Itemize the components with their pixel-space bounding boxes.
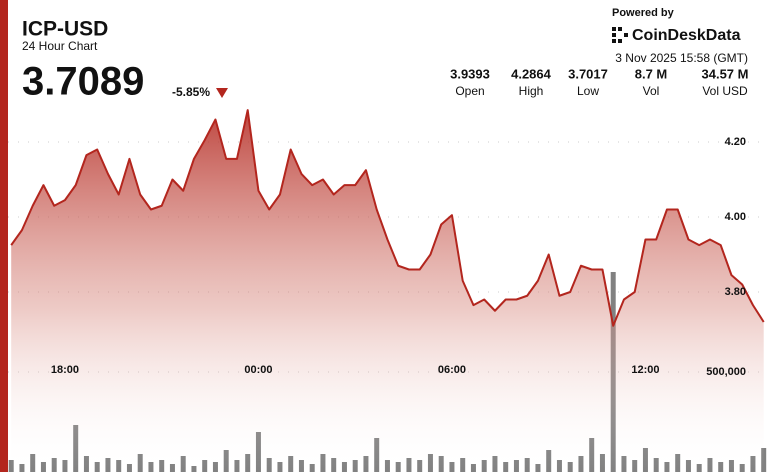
y-tick-label: 3.80	[725, 286, 746, 298]
y-tick-label: 4.00	[725, 211, 746, 223]
y2-tick-label: 500,000	[706, 366, 746, 378]
stat-value: 4.2864	[511, 66, 552, 81]
brand-name: CoinDeskData	[632, 27, 741, 44]
x-tick-label: 18:00	[51, 364, 79, 376]
stat-label: Vol	[643, 84, 660, 98]
chart-subtitle: 24 Hour Chart	[22, 39, 98, 53]
stats: 3.9393 Open 4.2864 High 3.7017 Low 8.7 M Vol 34.…	[450, 66, 748, 98]
brand-logo	[612, 27, 628, 43]
x-tick-label: 06:00	[438, 364, 466, 376]
x-tick-label: 00:00	[244, 364, 272, 376]
timestamp: 3 Nov 2025 15:58 (GMT)	[615, 51, 748, 65]
chart-title: ICP-USD	[22, 18, 108, 41]
price-area	[11, 110, 764, 472]
edge-strip	[0, 0, 8, 472]
stat-value: 8.7 M	[635, 66, 668, 81]
stat-value: 34.57 M	[702, 66, 749, 81]
stat-label: High	[519, 84, 544, 98]
powered-by: Powered by	[612, 7, 675, 19]
x-tick-label: 12:00	[631, 364, 659, 376]
plot-area: 3.80 4.00 4.20 500,000 18:00 00:00 06:00 12:00	[8, 109, 768, 472]
stat-value: 3.7017	[568, 66, 608, 81]
price-line	[10, 109, 765, 327]
current-price: 3.7089	[22, 60, 144, 104]
y-tick-label: 4.20	[725, 136, 746, 148]
price-change: -5.85%	[172, 85, 210, 99]
down-arrow	[216, 88, 228, 98]
stat-label: Vol USD	[702, 84, 748, 98]
stat-value: 3.9393	[450, 66, 490, 81]
stat-label: Open	[455, 84, 484, 98]
stat-label: Low	[577, 84, 599, 98]
